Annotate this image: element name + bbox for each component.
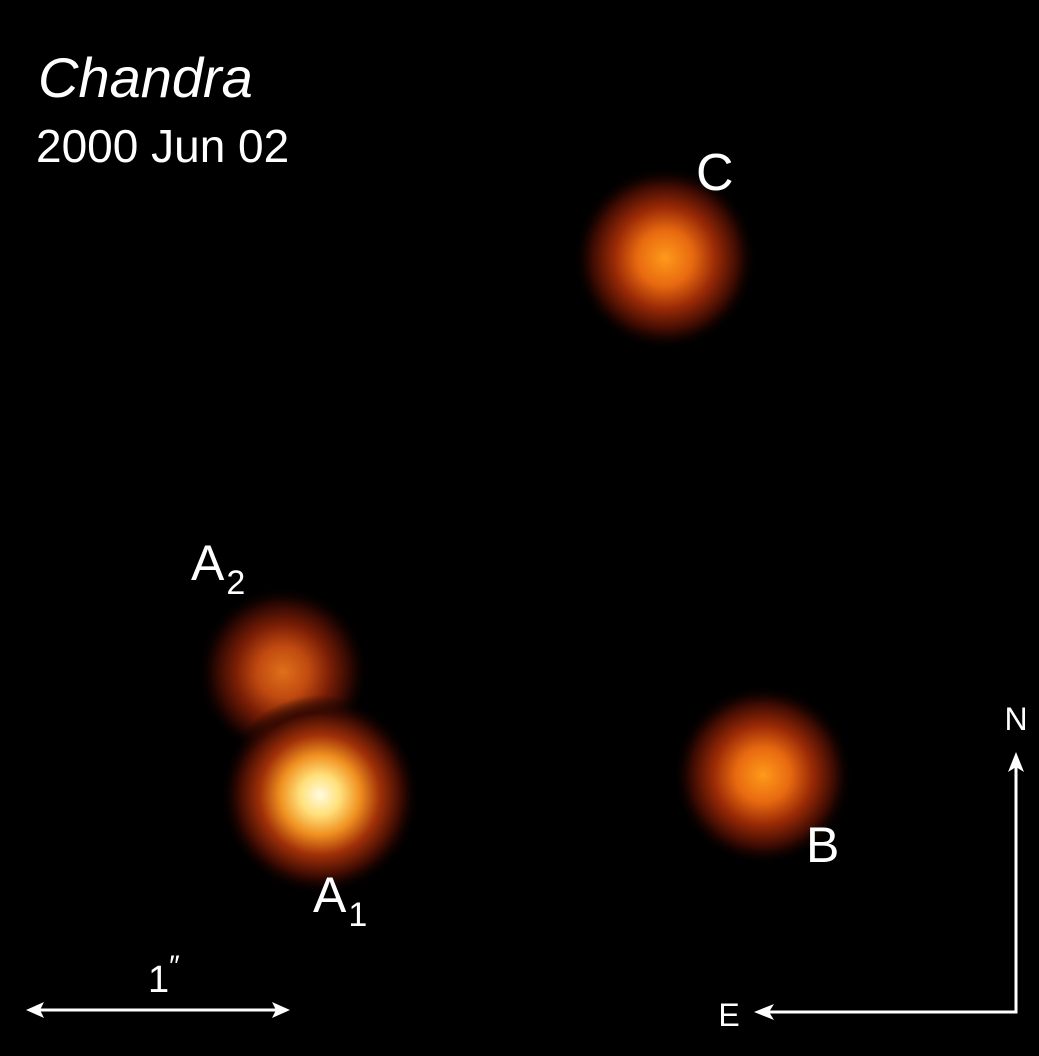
source-blob bbox=[673, 685, 853, 865]
instrument: Chandra bbox=[38, 46, 253, 109]
arrowhead bbox=[1008, 752, 1024, 772]
subscript: 2 bbox=[226, 564, 245, 602]
source-blob bbox=[220, 695, 420, 895]
source-blob bbox=[573, 166, 757, 350]
compass bbox=[754, 752, 1024, 1020]
arrowhead bbox=[754, 1004, 774, 1020]
subscript: 1 bbox=[348, 896, 367, 934]
arrowhead bbox=[272, 1002, 290, 1018]
source-label: B bbox=[806, 817, 839, 873]
scale-value: 1 bbox=[148, 959, 169, 1001]
label: A bbox=[191, 535, 225, 591]
scale-unit: ″ bbox=[169, 950, 180, 983]
arrowhead bbox=[26, 1002, 44, 1018]
source-label: A1 bbox=[313, 867, 367, 934]
source-label: C bbox=[696, 144, 734, 202]
date: 2000 Jun 02 bbox=[36, 120, 289, 172]
label: A bbox=[313, 867, 347, 923]
compass-north: N bbox=[1004, 701, 1027, 737]
source-label: A2 bbox=[191, 535, 245, 602]
scale-bar bbox=[26, 1002, 290, 1018]
scale-label: 1″ bbox=[148, 950, 180, 1001]
compass-lines bbox=[762, 760, 1018, 1014]
compass-east: E bbox=[718, 997, 739, 1033]
